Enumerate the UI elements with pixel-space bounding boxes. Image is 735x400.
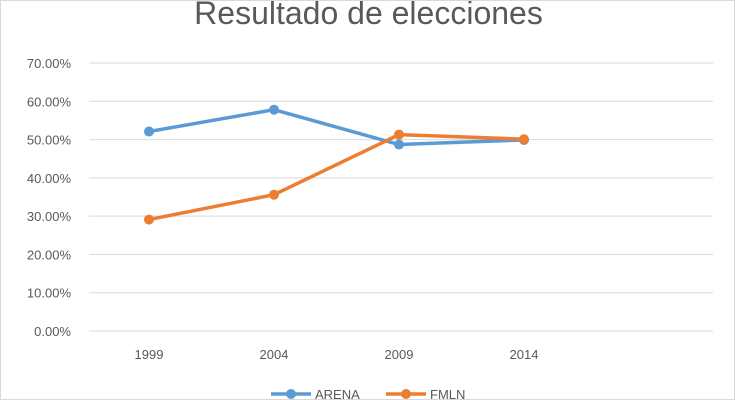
y-tick-label: 10.00% <box>27 286 72 301</box>
y-tick-label: 20.00% <box>27 247 72 262</box>
y-tick-label: 0.00% <box>34 324 71 339</box>
data-point-arena <box>144 126 154 137</box>
x-tick-label: 2009 <box>385 347 414 362</box>
data-point-fmln <box>394 129 404 140</box>
data-point-fmln <box>519 134 529 145</box>
legend-item-fmln: FMLN <box>386 387 465 400</box>
legend: ARENA FMLN <box>271 387 465 400</box>
series-line-arena <box>147 107 526 147</box>
x-tick-label: 1999 <box>135 347 164 362</box>
x-tick-label: 2004 <box>260 347 289 362</box>
series-lines <box>144 104 529 225</box>
y-tick-label: 60.00% <box>27 94 72 109</box>
legend-label: ARENA <box>315 387 360 400</box>
chart-title: Resultado de elecciones <box>194 0 543 31</box>
legend-label: FMLN <box>430 387 465 400</box>
y-tick-label: 70.00% <box>27 56 72 71</box>
y-tick-label: 40.00% <box>27 171 72 186</box>
y-tick-label: 30.00% <box>27 209 72 224</box>
data-point-fmln <box>144 214 154 225</box>
data-point-fmln <box>269 189 279 200</box>
legend-item-arena: ARENA <box>271 387 360 400</box>
y-tick-label: 50.00% <box>27 133 72 148</box>
legend-swatch-marker <box>401 389 411 399</box>
y-axis: 0.00% 10.00% 20.00% 30.00% 40.00% 50.00% 60.00… <box>27 56 72 339</box>
legend-swatch-marker <box>286 389 296 399</box>
series-line-fmln <box>147 132 526 222</box>
gridlines <box>89 62 713 332</box>
data-point-arena <box>394 139 404 150</box>
x-axis: 1999 2004 2009 2014 <box>135 347 539 362</box>
x-tick-label: 2014 <box>510 347 539 362</box>
data-point-arena <box>269 104 279 115</box>
